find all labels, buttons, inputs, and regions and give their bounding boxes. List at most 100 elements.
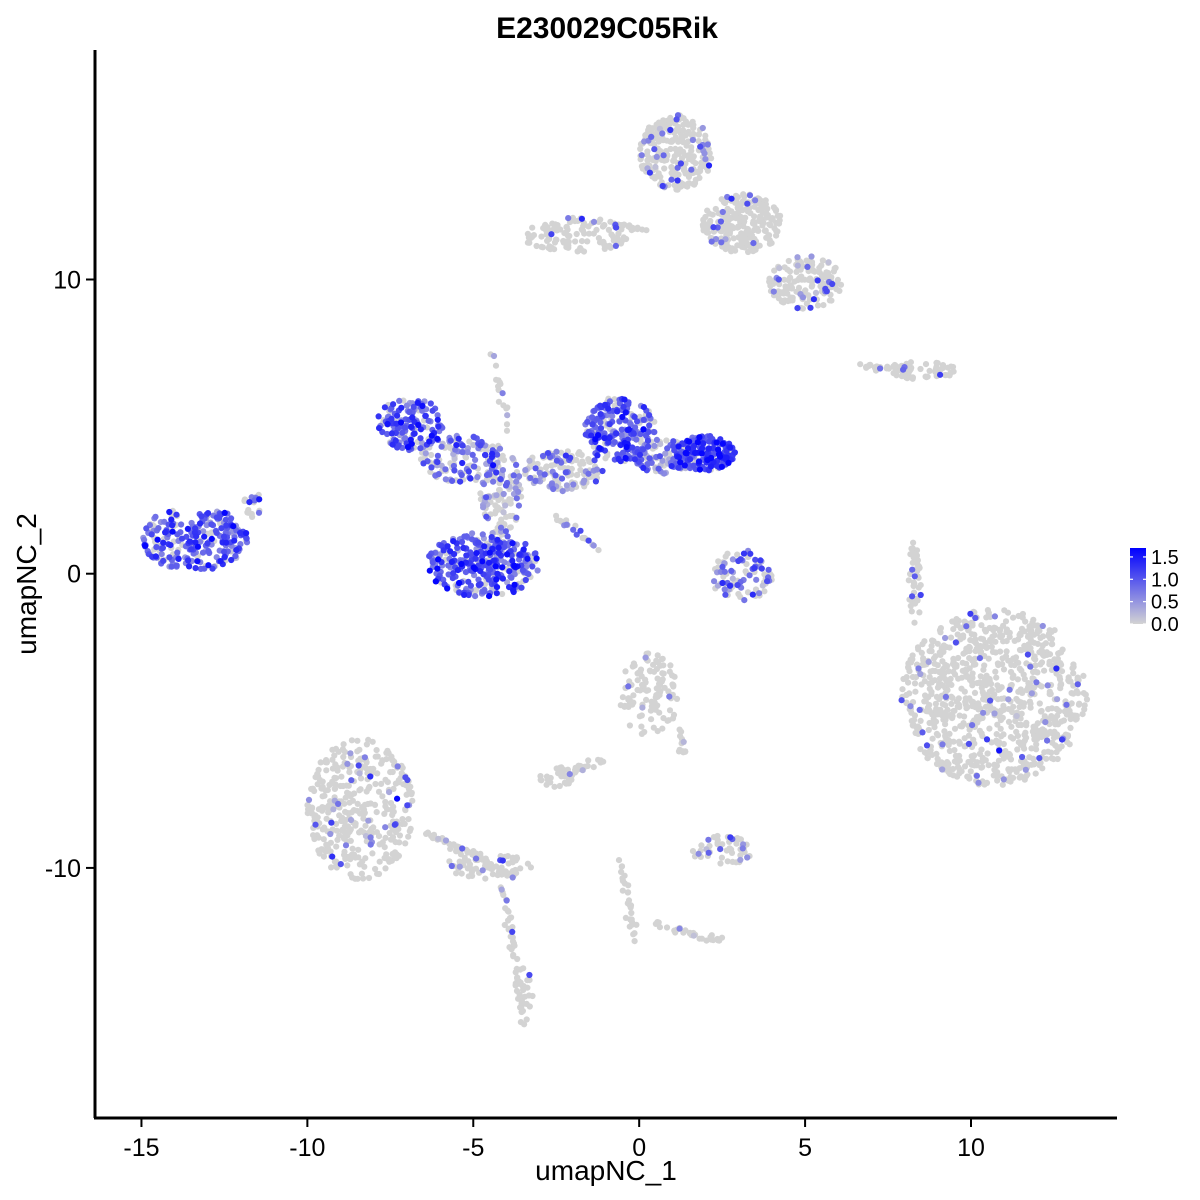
data-point [622,668,629,675]
data-point [462,453,469,461]
data-point [372,865,379,873]
data-point [482,451,489,459]
data-point [522,467,529,474]
data-point [459,442,466,449]
data-point [369,738,376,745]
data-point [174,549,181,556]
data-point [382,798,389,806]
data-point [346,769,353,776]
data-point [499,390,506,397]
data-point [618,431,625,438]
data-point [909,566,916,573]
data-point [320,836,327,843]
data-point [519,567,527,574]
data-point [1043,755,1050,762]
data-point [619,413,626,421]
data-point [619,877,627,885]
data-point [760,219,767,226]
data-point [663,437,670,444]
data-point [458,538,466,546]
data-point [988,643,995,651]
data-point [999,781,1006,788]
data-point [625,683,632,690]
data-point [161,518,168,525]
data-point [750,240,757,247]
data-point [544,450,552,457]
data-point [403,402,410,409]
data-point [407,825,414,832]
data-point [512,969,519,976]
data-point [440,576,447,583]
data-point [1058,743,1065,750]
data-point [721,568,728,575]
data-point [388,415,395,422]
data-point [759,582,766,589]
x-tick-label: -15 [123,1134,159,1162]
data-point [640,464,647,471]
data-point [1031,653,1038,660]
data-point [680,115,687,122]
data-point [517,979,524,986]
data-point [495,497,502,504]
data-point [481,581,488,588]
data-point [454,544,461,552]
data-point [645,443,652,450]
data-point [676,925,683,932]
data-point [494,536,501,543]
data-point [186,538,193,545]
data-point [668,463,675,470]
data-point [640,446,647,453]
data-point [365,785,372,792]
data-point [1032,770,1039,777]
data-point [728,849,736,857]
data-point [691,442,698,450]
data-point [1074,676,1081,683]
data-point [1030,631,1038,638]
data-point [929,637,936,644]
data-point [354,875,361,882]
data-point [1036,700,1043,707]
data-point [654,693,661,700]
data-point [573,230,580,238]
data-point [673,116,680,123]
data-point [930,655,938,662]
data-point [666,707,674,714]
data-point [389,768,396,776]
data-point [794,262,801,269]
data-point [935,682,943,689]
data-point [401,820,408,828]
data-point [1041,667,1048,674]
data-point [717,846,724,853]
data-point [704,141,711,148]
data-point [1021,737,1028,744]
data-point [932,700,940,707]
data-point [1067,724,1074,732]
data-point [751,565,758,572]
data-point [972,648,979,655]
data-point [936,696,943,703]
data-point [570,481,577,488]
data-point [659,457,666,464]
data-point [314,773,322,780]
data-point [682,449,689,457]
data-point [770,288,777,295]
data-point [1044,737,1051,744]
data-point [472,555,479,562]
data-point [640,404,648,411]
data-point [501,921,508,929]
data-point [960,650,967,657]
data-point [356,770,363,777]
data-point [1027,704,1034,711]
data-point [524,977,531,984]
data-point [671,182,678,189]
data-point [455,435,462,442]
data-point [1074,681,1081,688]
data-point [323,759,330,766]
data-point [1000,666,1008,673]
data-point [470,848,477,855]
data-point [1058,681,1065,688]
data-point [504,551,511,558]
data-point [142,542,149,550]
data-point [1011,662,1018,669]
data-point [333,843,340,850]
